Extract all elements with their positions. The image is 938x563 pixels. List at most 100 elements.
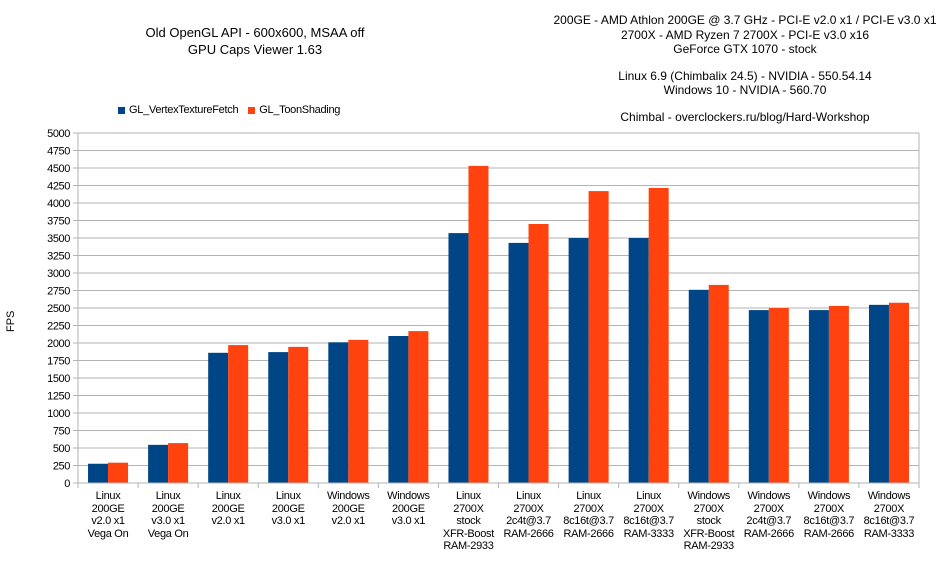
x-tick-label-line: XFR-Boost [442, 527, 494, 540]
y-tick-label: 4000 [47, 198, 70, 210]
chart-info-block: 200GE - AMD Athlon 200GE @ 3.7 GHz - PCI… [540, 13, 938, 124]
x-tick-label-line: Vega On [87, 527, 129, 540]
x-tick-label-line: RAM-2666 [503, 527, 554, 540]
x-tick-label-line: stock [696, 515, 721, 527]
x-tick-label-line: Windows [687, 490, 731, 502]
x-tick-label-line: 2700X [813, 502, 845, 515]
bar-gl-toonshading [888, 302, 909, 483]
y-tick-label: 4250 [47, 181, 70, 193]
x-tick-label-line: 2700X [573, 502, 604, 515]
bar-gl-vertextexturefetch [628, 238, 649, 483]
x-tick-label-line: 200GE [271, 502, 305, 515]
legend-label-toon-shading: GL_ToonShading [259, 104, 341, 116]
y-tick-label: 750 [53, 426, 70, 438]
legend-label-vertex-texture-fetch: GL_VertexTextureFetch [129, 104, 239, 116]
bar-gl-toonshading [168, 443, 189, 483]
bar-gl-vertextexturefetch [448, 233, 469, 483]
bar-gl-vertextexturefetch [208, 352, 229, 483]
x-tick-label: Windows 2700X 2c4t@3.7 RAM-2666 [734, 490, 804, 540]
bar-gl-toonshading [588, 191, 609, 483]
y-tick-label: 4750 [47, 146, 70, 158]
x-tick-label-line: Windows [807, 490, 851, 502]
x-tick-label-line: 8c16t@3.7 [863, 515, 915, 527]
y-tick-label: 3750 [47, 216, 70, 228]
x-tick-label: Windows 200GE v2.0 x1 [313, 490, 383, 528]
x-tick-label: Linux 2700X stock XFR-Boost RAM-2933 [433, 490, 503, 553]
x-tick-label-line: Linux [95, 490, 121, 502]
x-tick-label: Linux 2700X 8c16t@3.7 RAM-2666 [554, 490, 624, 540]
info-line: GeForce GTX 1070 - stock [673, 42, 817, 56]
info-line: 2700X - AMD Ryzen 7 2700X - PCI-E v3.0 x… [620, 27, 870, 42]
x-tick-label-line: RAM-2666 [743, 527, 794, 540]
x-tick-label-line: Linux [516, 490, 541, 502]
x-tick-label-line: 2700X [453, 502, 484, 515]
y-tick-label: 2750 [47, 286, 70, 298]
bar-gl-vertextexturefetch [808, 310, 829, 483]
y-tick-label: 1250 [47, 391, 70, 403]
x-tick-label-line: Linux [576, 490, 601, 502]
y-tick-label: 500 [53, 443, 70, 455]
y-tick-label: 250 [53, 461, 70, 473]
x-tick-label: Windows 200GE v3.0 x1 [373, 490, 443, 528]
x-tick-label-line: v3.0 x1 [151, 515, 185, 527]
x-tick-label-line: Windows [747, 490, 791, 502]
chart-title-line-1: Old OpenGL API - 600x600, MSAA off [145, 25, 365, 40]
x-tick-label-line: v2.0 x1 [331, 515, 366, 527]
x-tick-label-line: RAM-3333 [623, 527, 674, 540]
x-tick-label-line: v2.0 x1 [211, 515, 245, 527]
y-tick-label: 3500 [47, 233, 70, 245]
legend-swatch-toon-shading [248, 106, 256, 114]
bar-gl-vertextexturefetch [508, 242, 529, 483]
bar-gl-toonshading [408, 331, 429, 483]
bar-gl-toonshading [708, 284, 729, 483]
x-tick-label: Linux 2700X 2c4t@3.7 RAM-2666 [494, 490, 564, 540]
bar-gl-toonshading [348, 339, 369, 483]
y-tick-label: 1000 [47, 408, 70, 420]
y-tick-label: 2000 [47, 338, 70, 350]
bar-gl-toonshading [828, 305, 849, 483]
x-tick-label-line: Linux [456, 490, 481, 502]
x-tick-label-line: Vega On [147, 527, 189, 540]
x-tick-label-line: 200GE [331, 502, 365, 515]
x-tick-label-line: RAM-3333 [863, 527, 915, 540]
info-line: Windows 10 - NVIDIA - 560.70 [663, 83, 827, 97]
y-tick-label: 3250 [47, 251, 70, 263]
x-tick-label-line: stock [456, 515, 481, 527]
y-tick-label: 5000 [47, 128, 70, 140]
bar-gl-vertextexturefetch [88, 463, 109, 483]
chart-title-line-2: GPU Caps Viewer 1.63 [187, 42, 323, 57]
x-tick-label-line: 2c4t@3.7 [746, 515, 792, 527]
x-tick-label-line: Linux [215, 490, 241, 502]
x-tick-label-line: Linux [636, 490, 662, 502]
y-tick-label: 2250 [47, 321, 70, 333]
bar-gl-vertextexturefetch [748, 310, 769, 483]
bar-gl-toonshading [288, 346, 309, 483]
x-tick-label-line: v3.0 x1 [271, 515, 306, 527]
y-tick-label: 3000 [47, 268, 70, 280]
info-line: Linux 6.9 (Chimbalix 24.5) - NVIDIA - 55… [618, 68, 872, 83]
info-line: 200GE - AMD Athlon 200GE @ 3.7 GHz - PCI… [553, 13, 937, 27]
bar-gl-vertextexturefetch [688, 289, 709, 483]
x-tick-label: Linux 200GE v3.0 x1 Vega On [133, 490, 203, 540]
y-tick-label: 4500 [47, 163, 70, 175]
x-tick-label-line: RAM-2666 [563, 527, 614, 540]
bar-gl-vertextexturefetch [868, 304, 889, 483]
x-tick-label-line: 2700X [693, 502, 725, 515]
x-tick-label-line: 200GE [392, 502, 425, 515]
x-tick-label-line: 8c16t@3.7 [623, 515, 674, 527]
x-tick-label: Windows 2700X 8c16t@3.7 RAM-2666 [794, 490, 864, 540]
legend-item-vertex-texture-fetch: GL_VertexTextureFetch [118, 104, 239, 116]
bar-gl-toonshading [528, 224, 549, 483]
bar-gl-vertextexturefetch [148, 444, 169, 483]
y-tick-label: 1750 [47, 356, 70, 368]
x-tick-label-line: v2.0 x1 [91, 515, 125, 527]
y-tick-label: 1500 [47, 373, 70, 385]
bar-gl-toonshading [768, 308, 789, 483]
x-tick-label-line: 200GE [91, 502, 125, 515]
x-tick-label: Linux 200GE v2.0 x1 [193, 490, 263, 528]
legend-item-toon-shading: GL_ToonShading [248, 104, 340, 116]
x-tick-label-line: 2700X [873, 502, 905, 515]
x-tick-label-line: Linux [275, 490, 301, 502]
legend: GL_VertexTextureFetch GL_ToonShading [118, 104, 340, 116]
